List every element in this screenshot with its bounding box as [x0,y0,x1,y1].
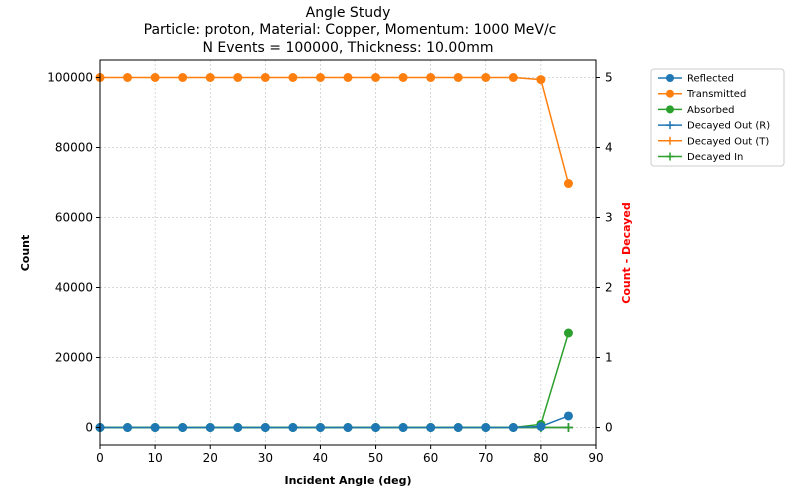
legend: Reflected Transmitted Absorbed Decayed Out … [650,68,785,167]
data-point [233,73,243,82]
y2-tick-label: 4 [605,141,613,155]
y2-tick-label: 5 [605,71,613,85]
data-point [426,423,436,432]
series-line [100,415,569,429]
data-point [481,73,491,82]
series-line [100,76,570,184]
data-point [371,423,381,432]
y2-tick-label: 2 [605,281,613,295]
data-point [536,421,546,431]
x-axis: 0 10 20 30 40 50 60 70 80 90 [96,445,604,465]
y2-tick-label: 0 [605,421,613,435]
data-point [343,423,353,432]
legend-label: Decayed Out (R) [687,121,770,132]
legend-item: Decayed Out (R) [658,121,770,132]
series-line [100,332,570,429]
legend-item: Reflected [658,74,734,85]
data-point [453,73,463,82]
data-point [205,423,215,432]
data-point [508,423,518,432]
data-point [288,423,298,432]
y-tick-label: 80000 [55,141,93,155]
chart-title: Angle Study Particle: proton, Material: … [144,5,557,56]
data-point [233,423,243,432]
data-point [563,411,573,421]
data-point [260,73,270,82]
data-point [123,73,133,82]
title-line-3: N Events = 100000, Thickness: 10.00mm [202,40,493,56]
x-tick-label: 30 [258,451,273,465]
legend-label: Absorbed [687,105,734,116]
legend-item: Absorbed [658,105,734,116]
legend-swatch-marker [666,105,674,114]
y-tick-label: 60000 [55,211,93,225]
y2-axis-label: Count - Decayed [620,202,633,303]
data-point [481,423,491,432]
x-tick-label: 70 [478,451,493,465]
data-point [563,328,573,338]
y-tick-label: 0 [85,421,93,435]
y-tick-label: 100000 [47,71,93,85]
x-tick-label: 80 [533,451,548,465]
data-point [315,73,325,82]
legend-item: Decayed In [658,152,743,163]
series-absorbed [95,328,573,432]
y-tick-label: 40000 [55,281,93,295]
legend-label: Reflected [687,74,734,85]
legend-label: Decayed Out (T) [687,136,769,147]
series-transmitted [95,73,573,189]
x-tick-label: 90 [588,451,603,465]
x-tick-label: 50 [368,451,383,465]
y-tick-label: 20000 [55,351,93,365]
title-line-2: Particle: proton, Material: Copper, Mome… [144,22,557,38]
data-point [453,423,463,432]
x-axis-label: Incident Angle (deg) [284,474,411,487]
y2-tick-label: 1 [605,351,613,365]
data-point [398,73,408,82]
data-point [150,423,160,432]
legend-swatch-marker [666,152,674,161]
y-axis-right: 0 1 2 3 4 5 [596,71,613,435]
legend-label: Decayed In [687,152,743,163]
series-reflected [95,411,573,432]
legend-item: Decayed Out (T) [658,136,769,147]
legend-swatch-marker [666,121,674,130]
plot-series [95,73,573,432]
legend-swatch-marker [666,74,674,82]
x-tick-label: 20 [203,451,218,465]
x-tick-label: 40 [313,451,328,465]
data-point [178,73,188,82]
x-tick-label: 60 [423,451,438,465]
data-point [343,73,353,82]
data-point [426,73,436,82]
x-tick-label: 10 [147,451,162,465]
data-point [150,73,160,82]
title-line-1: Angle Study [306,5,391,21]
data-point [315,423,325,432]
legend-frame [650,68,785,167]
data-point [123,423,133,432]
y-axis-label: Count [19,235,32,272]
y2-tick-label: 3 [605,211,613,225]
data-point [205,73,215,82]
data-point [178,423,188,432]
legend-item: Transmitted [658,89,746,100]
data-point [536,75,546,85]
plot-frame [99,59,597,446]
data-point [398,423,408,432]
data-point [508,73,518,82]
x-tick-label: 0 [96,451,104,465]
data-point [288,73,298,82]
data-point [371,73,381,82]
grid-lines [99,60,597,445]
y-axis-left: 0 20000 40000 60000 80000 100000 [47,71,100,435]
data-point [260,423,270,432]
data-point [563,179,573,189]
data-point [563,423,573,432]
legend-swatch-marker [666,89,674,98]
legend-label: Transmitted [686,89,746,100]
legend-swatch-marker [666,136,674,145]
